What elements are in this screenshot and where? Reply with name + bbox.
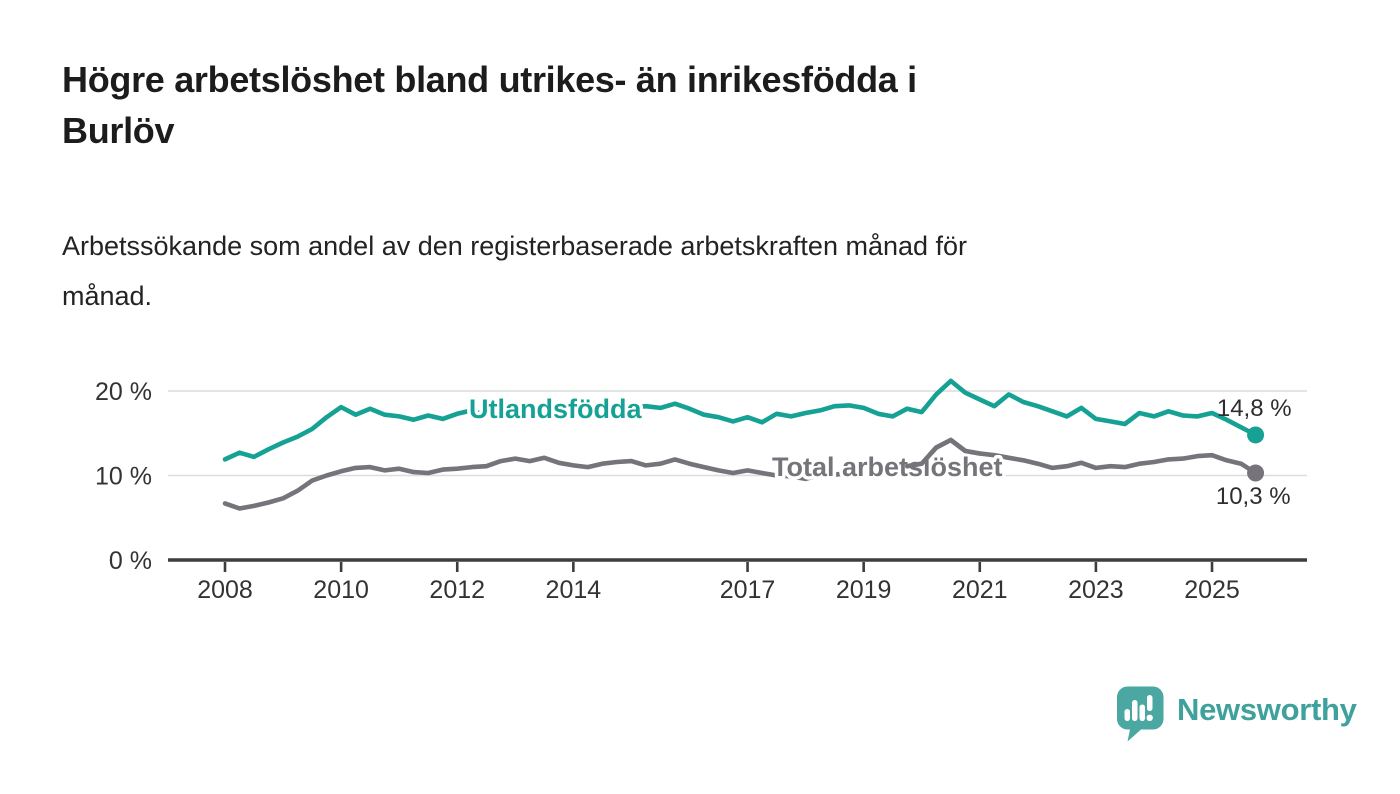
logo-bar-medium	[1139, 704, 1145, 721]
x-tick-label-2017: 2017	[720, 576, 776, 604]
y-tick-label-20: 20 %	[95, 378, 152, 406]
x-tick-label-2025: 2025	[1184, 576, 1240, 604]
chart-subtitle: Arbetssökande som andel av den registerb…	[62, 222, 1292, 322]
x-tick-label-2014: 2014	[546, 576, 602, 604]
newsworthy-logo-icon	[1117, 686, 1164, 742]
series-line-total-arbetsloshet	[222, 437, 1258, 511]
series-line-total-arbetsloshet-peak-overlay	[904, 437, 983, 469]
series-end-value-utlandsfodda: 14,8 %	[1217, 395, 1292, 422]
x-tick-label-2008: 2008	[197, 576, 253, 604]
chart-subtitle-line2: månad.	[62, 280, 153, 311]
series-end-dot-total-arbetsloshet	[1247, 464, 1265, 482]
chart-subtitle-line1: Arbetssökande som andel av den registerb…	[62, 231, 968, 261]
series-label-utlandsfodda: Utlandsfödda	[469, 394, 642, 424]
series-end-value-total-arbetsloshet: 10,3 %	[1216, 483, 1291, 510]
logo-exclamation-dot	[1146, 714, 1153, 721]
logo-exclamation-stem	[1147, 695, 1153, 711]
y-tick-label-0: 0 %	[109, 547, 152, 575]
y-tick-label-10: 10 %	[95, 463, 152, 491]
x-tick-label-2019: 2019	[836, 576, 892, 604]
x-tick-label-2010: 2010	[313, 576, 369, 604]
x-tick-label-2012: 2012	[429, 576, 485, 604]
logo-bar-small	[1124, 709, 1130, 721]
series-line-utlandsfodda	[222, 378, 1258, 462]
series-label-total-arbetsloshet: Total arbetslöshet	[772, 452, 1003, 482]
series-end-dot-utlandsfodda	[1247, 426, 1265, 444]
page-title: Högre arbetslöshet bland utrikes- än inr…	[62, 54, 1262, 156]
page-title-line2: Burlöv	[62, 110, 175, 152]
newsworthy-logo: Newsworthy	[1114, 685, 1357, 743]
x-tick-label-2023: 2023	[1068, 576, 1124, 604]
logo-bar-tall	[1132, 700, 1138, 721]
x-tick-label-2021: 2021	[952, 576, 1008, 604]
page-title-line1: Högre arbetslöshet bland utrikes- än inr…	[62, 59, 917, 100]
newsworthy-logo-text: Newsworthy	[1177, 692, 1357, 727]
